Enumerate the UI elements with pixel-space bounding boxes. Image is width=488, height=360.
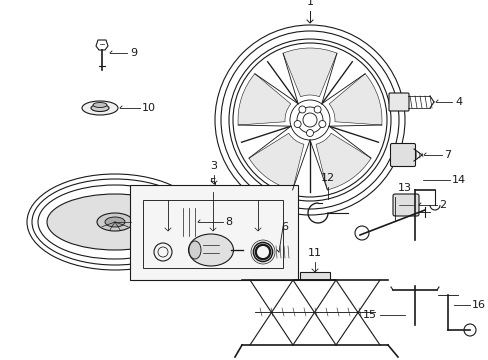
FancyBboxPatch shape bbox=[390, 144, 415, 166]
Ellipse shape bbox=[105, 217, 125, 227]
Text: 3: 3 bbox=[210, 161, 217, 171]
Ellipse shape bbox=[189, 241, 201, 259]
Text: 9: 9 bbox=[130, 48, 137, 58]
Wedge shape bbox=[328, 74, 381, 125]
Circle shape bbox=[318, 121, 325, 127]
Ellipse shape bbox=[188, 234, 233, 266]
Text: 10: 10 bbox=[142, 103, 156, 113]
Ellipse shape bbox=[93, 103, 107, 108]
Text: 4: 4 bbox=[454, 97, 461, 107]
Text: 15: 15 bbox=[362, 310, 376, 320]
Circle shape bbox=[298, 106, 305, 113]
Ellipse shape bbox=[91, 104, 109, 112]
Ellipse shape bbox=[47, 194, 183, 250]
Ellipse shape bbox=[82, 101, 118, 115]
Wedge shape bbox=[238, 74, 290, 125]
Circle shape bbox=[313, 106, 321, 113]
Bar bbox=[142, 200, 283, 268]
Wedge shape bbox=[315, 133, 370, 190]
FancyBboxPatch shape bbox=[392, 194, 418, 216]
Wedge shape bbox=[283, 48, 336, 97]
Ellipse shape bbox=[97, 213, 133, 231]
Text: 6: 6 bbox=[281, 222, 287, 232]
Bar bbox=[299, 272, 329, 280]
Text: 12: 12 bbox=[320, 173, 334, 183]
Text: 1: 1 bbox=[306, 0, 313, 7]
Bar bbox=[130, 185, 297, 280]
Text: 11: 11 bbox=[307, 248, 321, 258]
Circle shape bbox=[294, 121, 301, 127]
Text: 5: 5 bbox=[209, 178, 216, 188]
Wedge shape bbox=[248, 133, 304, 190]
Text: 8: 8 bbox=[224, 217, 232, 227]
Text: 16: 16 bbox=[471, 300, 485, 310]
FancyBboxPatch shape bbox=[388, 93, 408, 111]
Text: 14: 14 bbox=[451, 175, 465, 185]
Text: 7: 7 bbox=[443, 150, 450, 160]
Text: 2: 2 bbox=[438, 200, 445, 210]
Circle shape bbox=[306, 130, 313, 136]
Text: 13: 13 bbox=[397, 183, 411, 193]
